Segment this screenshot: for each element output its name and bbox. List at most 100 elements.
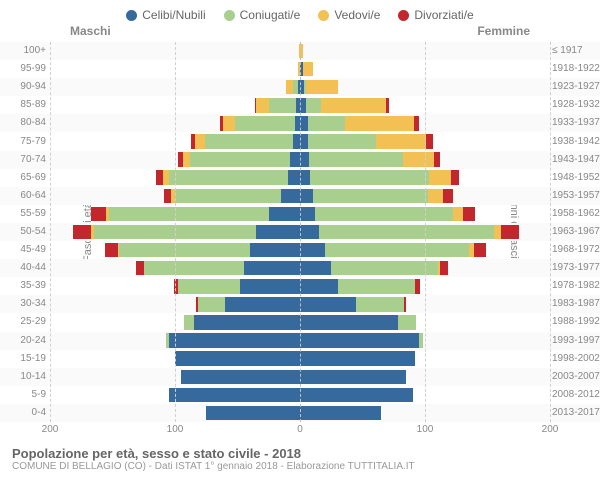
birth-year-label: 2013-2017: [552, 408, 600, 418]
segment: [451, 170, 459, 184]
x-tick: 100: [167, 424, 184, 435]
segment: [109, 207, 269, 221]
segment: [105, 243, 118, 257]
birth-year-label: 1958-1962: [552, 209, 600, 219]
segment: [310, 170, 429, 184]
segment: [303, 62, 313, 76]
legend-label: Celibi/Nubili: [142, 8, 205, 22]
segment: [144, 261, 244, 275]
age-label: 95-99: [2, 64, 46, 74]
segment: [300, 388, 413, 402]
legend-item: Vedovi/e: [318, 8, 380, 22]
birth-year-label: 1943-1947: [552, 155, 600, 165]
segment: [300, 134, 308, 148]
segment: [288, 170, 301, 184]
segment: [300, 297, 356, 311]
segment: [178, 279, 241, 293]
legend-swatch: [398, 10, 409, 21]
grid-line: [50, 42, 51, 422]
segment: [244, 261, 300, 275]
segment: [300, 315, 398, 329]
segment: [321, 98, 386, 112]
legend-item: Divorziati/e: [398, 8, 473, 22]
segment: [73, 225, 92, 239]
age-label: 80-84: [2, 118, 46, 128]
segment: [269, 207, 300, 221]
segment: [169, 170, 288, 184]
header-male: Maschi: [70, 24, 111, 38]
segment: [319, 225, 494, 239]
age-label: 65-69: [2, 173, 46, 183]
legend-swatch: [224, 10, 235, 21]
x-axis: 2001000100200: [50, 422, 550, 440]
segment: [300, 406, 381, 420]
segment: [414, 116, 419, 130]
segment: [136, 261, 144, 275]
chart-footer: Popolazione per età, sesso e stato civil…: [0, 440, 600, 472]
segment: [300, 207, 315, 221]
segment: [325, 243, 469, 257]
segment: [398, 315, 417, 329]
x-tick: 200: [42, 424, 59, 435]
age-label: 70-74: [2, 155, 46, 165]
x-tick: 0: [297, 424, 303, 435]
segment: [300, 279, 338, 293]
age-label: 50-54: [2, 227, 46, 237]
birth-year-label: 1993-1997: [552, 336, 600, 346]
legend-label: Vedovi/e: [334, 8, 380, 22]
segment: [443, 189, 453, 203]
age-label: 45-49: [2, 245, 46, 255]
legend-item: Coniugati/e: [224, 8, 301, 22]
segment: [453, 207, 463, 221]
birth-year-label: ≤ 1917: [552, 46, 600, 56]
segment: [181, 370, 300, 384]
segment: [426, 134, 432, 148]
legend-item: Celibi/Nubili: [126, 8, 205, 22]
segment: [300, 170, 310, 184]
segment: [309, 152, 403, 166]
grid-line: [175, 42, 176, 422]
segment: [190, 152, 290, 166]
birth-year-label: 1928-1932: [552, 100, 600, 110]
legend-swatch: [318, 10, 329, 21]
legend-swatch: [126, 10, 137, 21]
segment: [386, 98, 389, 112]
birth-year-label: 1948-1952: [552, 173, 600, 183]
segment: [474, 243, 487, 257]
birth-year-label: 1918-1922: [552, 64, 600, 74]
age-label: 0-4: [2, 408, 46, 418]
segment: [195, 134, 205, 148]
segment: [164, 189, 172, 203]
segment: [206, 406, 300, 420]
segment: [404, 297, 407, 311]
segment: [415, 279, 420, 293]
segment: [198, 297, 226, 311]
population-pyramid-chart: Celibi/Nubili Coniugati/e Vedovi/e Divorzia…: [0, 0, 600, 500]
age-label: 15-19: [2, 354, 46, 364]
grid-line: [300, 42, 301, 422]
segment: [91, 207, 106, 221]
age-label: 100+: [2, 46, 46, 56]
age-label: 60-64: [2, 191, 46, 201]
segment: [250, 243, 300, 257]
age-label: 30-34: [2, 299, 46, 309]
segment: [184, 315, 194, 329]
birth-year-label: 1938-1942: [552, 137, 600, 147]
segment: [269, 98, 297, 112]
x-tick: 200: [542, 424, 559, 435]
segment: [194, 315, 300, 329]
segment: [300, 152, 309, 166]
segment: [300, 189, 313, 203]
segment: [428, 189, 443, 203]
segment: [501, 225, 519, 239]
birth-year-label: 1968-1972: [552, 245, 600, 255]
segment: [290, 152, 300, 166]
segment: [256, 225, 300, 239]
segment: [300, 225, 319, 239]
segment: [169, 388, 300, 402]
birth-year-label: 1978-1982: [552, 281, 600, 291]
age-label: 25-29: [2, 317, 46, 327]
birth-year-label: 1983-1987: [552, 299, 600, 309]
x-tick: 100: [417, 424, 434, 435]
segment: [240, 279, 300, 293]
